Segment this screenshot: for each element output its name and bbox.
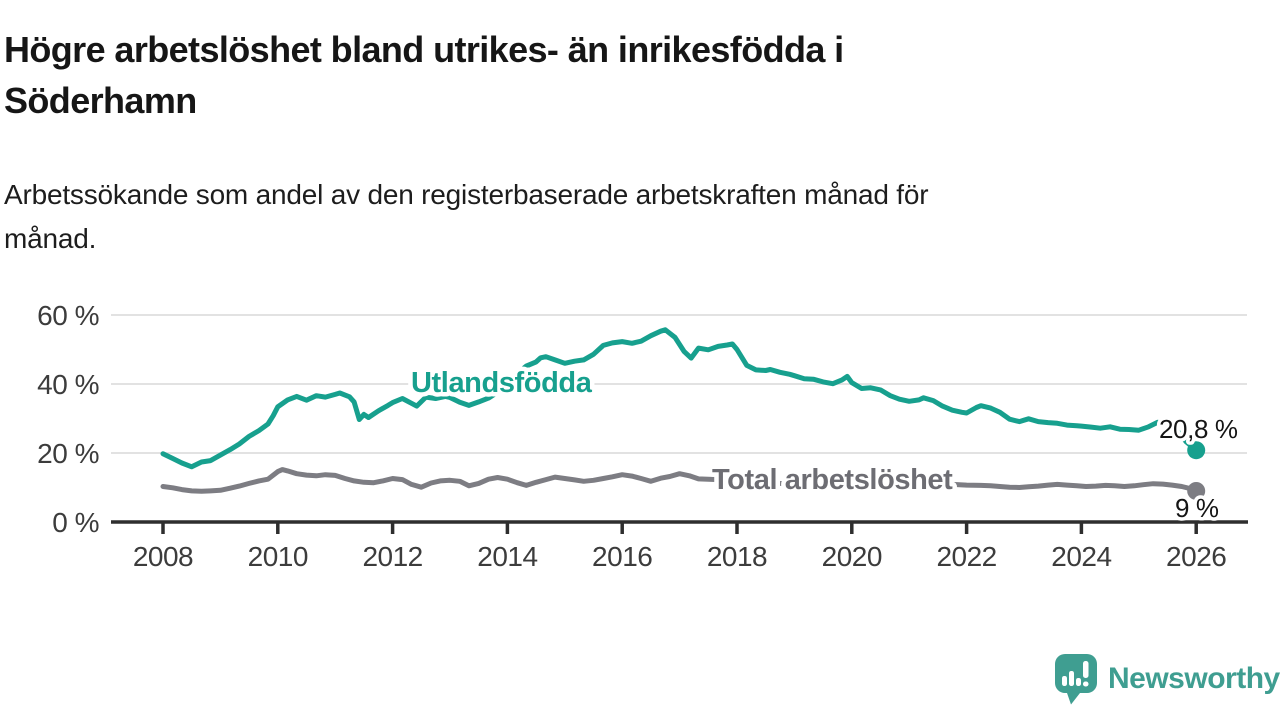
x-tick-label: 2020 <box>822 541 882 572</box>
chart-subtitle-line-2: månad. <box>4 223 97 254</box>
series-line-utlandsfodda <box>160 327 1206 470</box>
series-line-total-arbetsloshet <box>160 467 1206 500</box>
series-end-dot <box>1187 441 1206 460</box>
x-tick-label: 2016 <box>592 541 652 572</box>
x-tick-label: 2014 <box>477 541 537 572</box>
series-label: Utlandsfödda <box>411 367 593 399</box>
x-tick-label: 2010 <box>248 541 308 572</box>
x-tick-label: 2022 <box>936 541 996 572</box>
chart-subtitle-line-1: Arbetssökande som andel av den registerb… <box>4 179 929 210</box>
x-tick-label: 2026 <box>1166 541 1226 572</box>
x-axis-labels: 2008 2010 2012 2014 2016 2018 2020 2022 2024 2026 <box>133 541 1227 572</box>
page-title-line-2: Söderhamn <box>4 80 197 121</box>
y-tick-label: 60 % <box>37 300 99 331</box>
y-tick-label: 20 % <box>37 438 99 469</box>
chart-header: Högre arbetslöshet bland utrikes- än inr… <box>4 24 1268 126</box>
x-tick-label: 2008 <box>133 541 193 572</box>
x-axis <box>111 520 1248 534</box>
y-tick-label: 40 % <box>37 369 99 400</box>
series-end-value-label: 9 % <box>1175 493 1219 523</box>
x-tick-label: 2024 <box>1051 541 1111 572</box>
newsworthy-logo-text: Newsworthy <box>1108 662 1280 695</box>
series-end-value-label: 20,8 % <box>1159 414 1238 444</box>
x-tick-label: 2018 <box>707 541 767 572</box>
series-label: Total arbetslöshet <box>712 464 953 496</box>
series-end-dot <box>1187 481 1206 500</box>
chart-subtitle: Arbetssökande som andel av den registerb… <box>4 173 1204 261</box>
newsworthy-branding: Newsworthy <box>1054 653 1280 705</box>
gridlines <box>111 314 1247 454</box>
value-labels: 20,8 % 9 % <box>1156 411 1242 527</box>
page-title-line-1: Högre arbetslöshet bland utrikes- än inr… <box>4 29 844 70</box>
series-labels: Utlandsfödda Total arbetslöshet <box>407 363 959 501</box>
newsworthy-logo-icon <box>1055 654 1097 705</box>
y-axis-labels: 0 % 20 % 40 % 60 % <box>37 300 99 538</box>
y-tick-label: 0 % <box>52 507 99 538</box>
x-tick-label: 2012 <box>362 541 422 572</box>
